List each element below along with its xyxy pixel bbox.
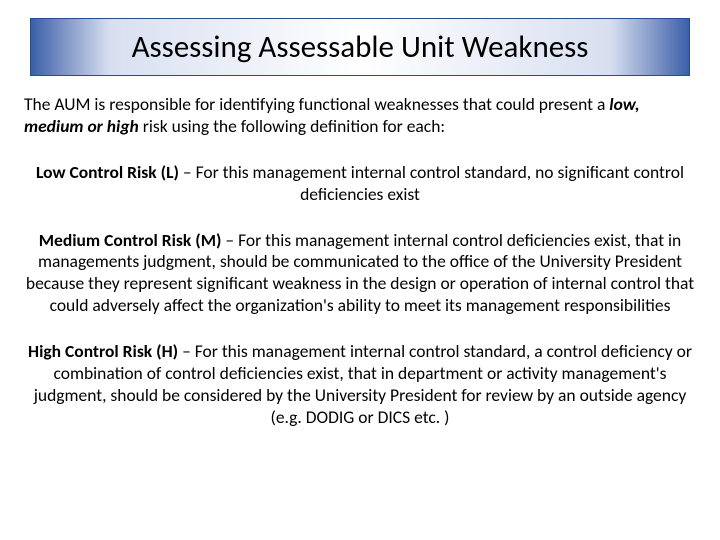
high-lead: High Control Risk (H) xyxy=(28,340,178,362)
intro-paragraph: The AUM is responsible for identifying f… xyxy=(24,94,696,138)
low-body: – For this management internal control s… xyxy=(179,161,684,205)
medium-lead: Medium Control Risk (M) xyxy=(39,229,222,251)
slide-title: Assessing Assessable Unit Weakness xyxy=(132,28,589,66)
definition-medium: Medium Control Risk (M) – For this manag… xyxy=(24,230,696,318)
intro-post: risk using the following definition for … xyxy=(139,115,445,137)
definition-low: Low Control Risk (L) – For this manageme… xyxy=(24,162,696,206)
title-bar: Assessing Assessable Unit Weakness xyxy=(30,18,690,76)
low-lead: Low Control Risk (L) xyxy=(36,161,179,183)
definition-high: High Control Risk (H) – For this managem… xyxy=(24,341,696,429)
intro-pre: The AUM is responsible for identifying f… xyxy=(24,93,609,115)
slide: Assessing Assessable Unit Weakness The A… xyxy=(0,18,720,540)
